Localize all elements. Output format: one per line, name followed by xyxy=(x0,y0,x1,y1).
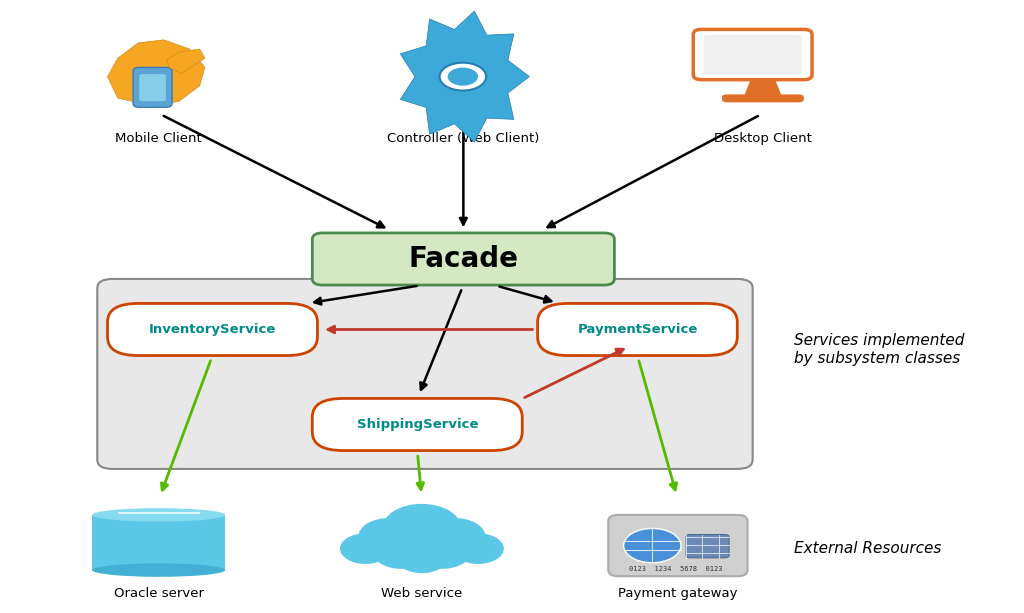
Circle shape xyxy=(383,504,461,550)
FancyBboxPatch shape xyxy=(686,535,729,558)
FancyBboxPatch shape xyxy=(703,35,802,75)
FancyBboxPatch shape xyxy=(97,279,753,469)
Text: PaymentService: PaymentService xyxy=(578,323,697,336)
FancyBboxPatch shape xyxy=(693,29,812,80)
Circle shape xyxy=(624,528,681,563)
Text: Desktop Client: Desktop Client xyxy=(714,132,812,145)
Text: Mobile Client: Mobile Client xyxy=(116,132,202,145)
Circle shape xyxy=(447,67,478,86)
FancyBboxPatch shape xyxy=(108,303,317,356)
Text: Payment gateway: Payment gateway xyxy=(618,587,737,600)
Text: Controller (Web Client): Controller (Web Client) xyxy=(387,132,539,145)
Circle shape xyxy=(358,518,420,555)
Text: ShippingService: ShippingService xyxy=(356,418,478,431)
Polygon shape xyxy=(108,40,205,106)
FancyBboxPatch shape xyxy=(722,94,804,102)
Text: Oracle server: Oracle server xyxy=(114,587,204,600)
Polygon shape xyxy=(400,11,529,142)
Circle shape xyxy=(453,533,504,564)
FancyBboxPatch shape xyxy=(139,74,166,101)
Ellipse shape xyxy=(92,508,225,522)
Circle shape xyxy=(396,543,447,573)
Ellipse shape xyxy=(92,563,225,577)
Circle shape xyxy=(414,535,471,569)
Polygon shape xyxy=(744,80,781,95)
Text: External Resources: External Resources xyxy=(794,541,941,556)
FancyBboxPatch shape xyxy=(312,233,614,285)
Text: 0123  1234  5678  0123: 0123 1234 5678 0123 xyxy=(629,566,723,573)
Text: Facade: Facade xyxy=(409,245,518,273)
Circle shape xyxy=(439,63,486,91)
Bar xyxy=(92,515,225,570)
FancyBboxPatch shape xyxy=(608,515,748,576)
Text: Services implemented
by subsystem classes: Services implemented by subsystem classe… xyxy=(794,333,964,365)
Circle shape xyxy=(340,533,391,564)
FancyBboxPatch shape xyxy=(538,303,737,356)
Polygon shape xyxy=(167,49,205,74)
FancyBboxPatch shape xyxy=(133,67,172,107)
Circle shape xyxy=(373,535,430,569)
Circle shape xyxy=(424,518,485,555)
Text: Web service: Web service xyxy=(381,587,463,600)
Text: InventoryService: InventoryService xyxy=(148,323,276,336)
FancyBboxPatch shape xyxy=(312,398,522,451)
